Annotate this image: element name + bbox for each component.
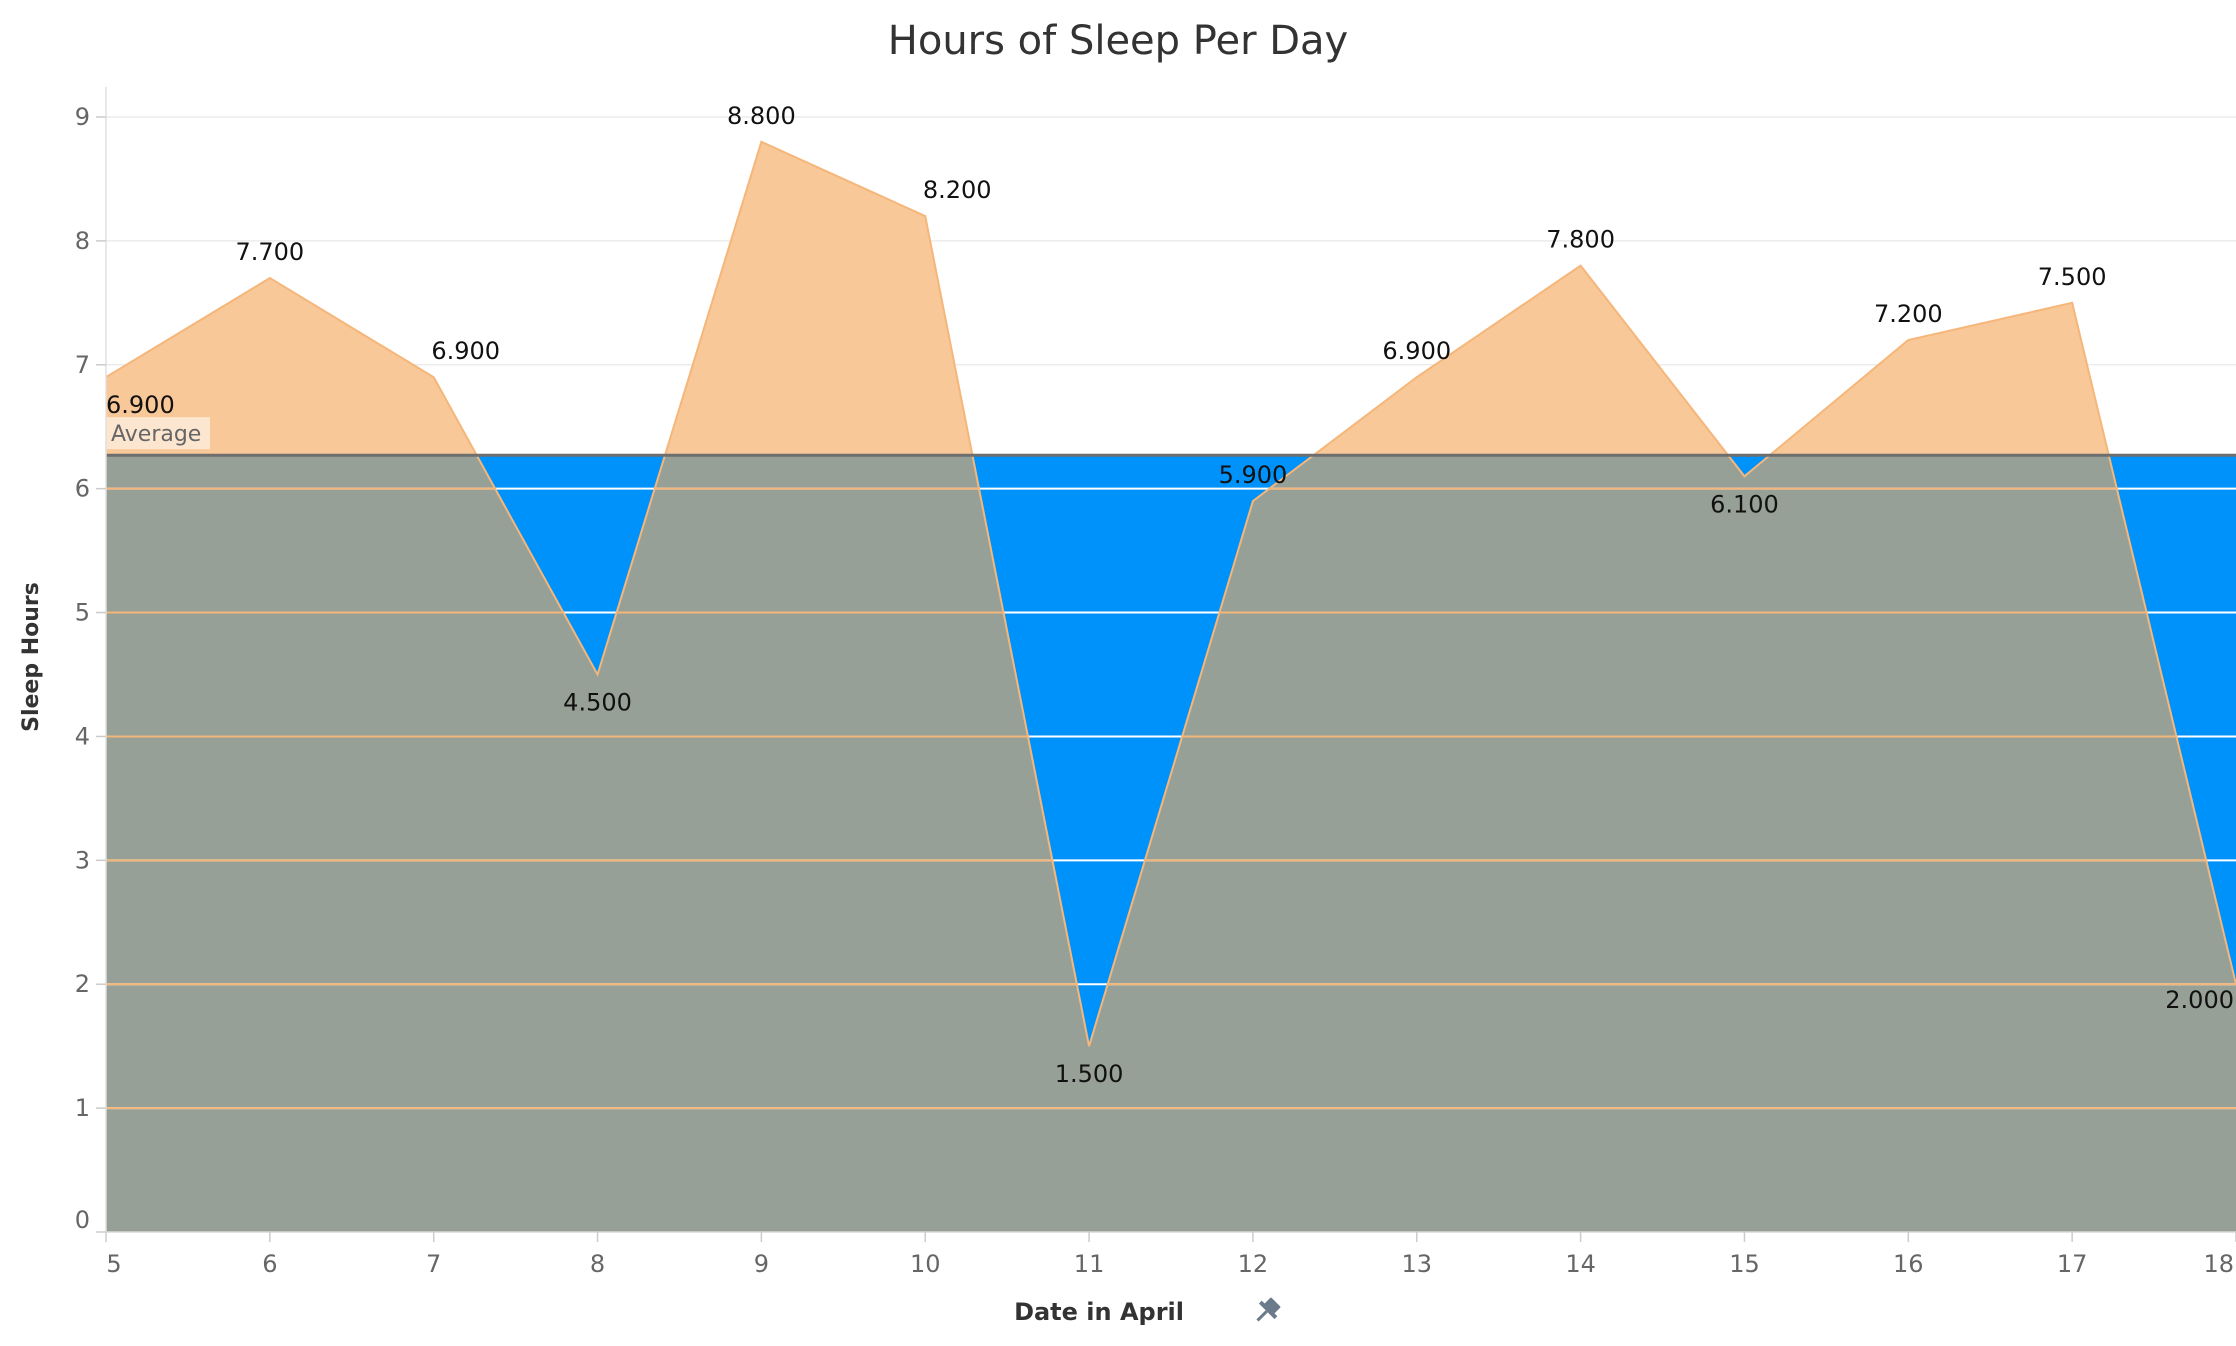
y-tick-label-0: 0 [75, 1206, 90, 1234]
overlay-layer: Average [105, 140, 2236, 1232]
data-label-11: 1.500 [1055, 1060, 1124, 1088]
average-label: Average [111, 422, 201, 447]
data-label-13: 6.900 [1382, 337, 1451, 365]
data-label-12: 5.900 [1219, 461, 1288, 489]
x-tick-label-8: 8 [590, 1250, 605, 1278]
data-label-6: 7.700 [235, 238, 304, 266]
x-tick-label-16: 16 [1893, 1250, 1924, 1278]
data-label-5: 6.900 [106, 391, 175, 419]
y-tick-label-6: 6 [75, 475, 90, 503]
chart-title: Hours of Sleep Per Day [888, 18, 1348, 64]
data-label-15: 6.100 [1710, 490, 1779, 518]
y-tick-label-2: 2 [75, 970, 90, 998]
x-tick-label-5: 5 [106, 1250, 121, 1278]
y-tick-label-9: 9 [75, 103, 90, 131]
x-tick-label-11: 11 [1074, 1250, 1105, 1278]
data-label-9: 8.800 [727, 102, 796, 130]
x-tick-label-10: 10 [910, 1250, 941, 1278]
y-tick-label-5: 5 [75, 599, 90, 627]
x-tick-label-14: 14 [1565, 1250, 1596, 1278]
x-tick-label-7: 7 [426, 1250, 441, 1278]
x-tick-label-9: 9 [754, 1250, 769, 1278]
y-tick-label-3: 3 [75, 846, 90, 874]
sleep-line [105, 140, 2236, 1047]
data-label-17: 7.500 [2038, 263, 2107, 291]
y-tick-label-4: 4 [75, 722, 90, 750]
pin-icon[interactable] [1250, 1294, 1284, 1328]
data-label-7: 6.900 [431, 337, 500, 365]
y-tick-label-7: 7 [75, 351, 90, 379]
average-label-bg [106, 417, 210, 450]
y-tick-label-8: 8 [75, 227, 90, 255]
data-label-18: 2.000 [2165, 986, 2234, 1014]
y-axis-label: Sleep Hours [19, 582, 44, 732]
data-labels: 6.900 7.700 6.900 4.500 8.800 8.200 1.500 5.900… [106, 102, 2234, 1088]
x-tick-label-6: 6 [262, 1250, 277, 1278]
x-tick-label-17: 17 [2057, 1250, 2088, 1278]
y-tick-label-1: 1 [75, 1094, 90, 1122]
x-tick-label-18: 18 [2203, 1250, 2234, 1278]
data-label-10: 8.200 [923, 176, 992, 204]
data-label-16: 7.200 [1874, 300, 1943, 328]
x-axis-label: Date in April [1014, 1298, 1184, 1326]
x-tick-label-15: 15 [1729, 1250, 1760, 1278]
data-label-14: 7.800 [1546, 226, 1615, 254]
x-tick-label-12: 12 [1238, 1250, 1269, 1278]
data-label-8: 4.500 [563, 689, 632, 717]
x-tick-label-13: 13 [1401, 1250, 1432, 1278]
